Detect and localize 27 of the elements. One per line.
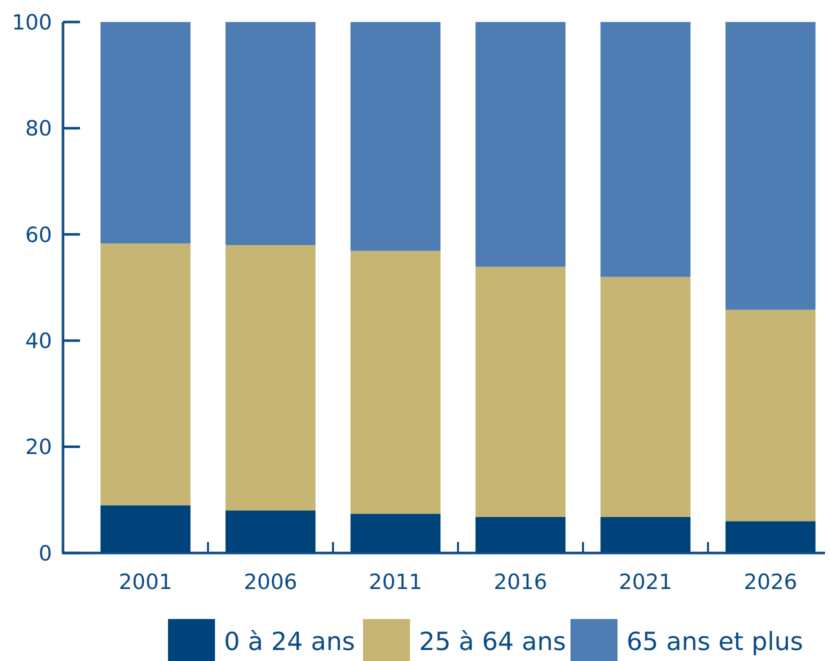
legend-label: 25 à 64 ans — [419, 627, 566, 656]
x-tick-label: 2016 — [494, 570, 548, 594]
bar — [100, 243, 190, 506]
bar — [476, 266, 566, 517]
y-tick-label: 20 — [25, 435, 52, 460]
bar — [600, 22, 690, 277]
bar — [350, 22, 440, 251]
bar — [226, 245, 316, 511]
bar — [726, 22, 816, 310]
y-tick-label: 80 — [25, 116, 52, 141]
bar — [350, 250, 440, 514]
legend-label: 0 à 24 ans — [224, 627, 356, 656]
y-tick-label: 60 — [25, 222, 52, 247]
x-tick-label: 2006 — [244, 570, 298, 594]
bar — [726, 310, 816, 522]
y-tick-label: 40 — [25, 328, 52, 353]
y-tick-label: 100 — [12, 10, 52, 34]
bar — [100, 22, 190, 244]
x-tick-label: 2011 — [368, 570, 422, 594]
bar — [476, 22, 566, 267]
legend-label: 65 ans et plus — [626, 627, 804, 656]
x-tick-label: 2026 — [744, 570, 798, 594]
x-tick-label: 2021 — [618, 570, 672, 594]
bar — [226, 22, 316, 246]
bar — [600, 276, 690, 517]
y-tick-label: 0 — [38, 541, 52, 566]
x-tick-label: 2001 — [118, 570, 172, 594]
